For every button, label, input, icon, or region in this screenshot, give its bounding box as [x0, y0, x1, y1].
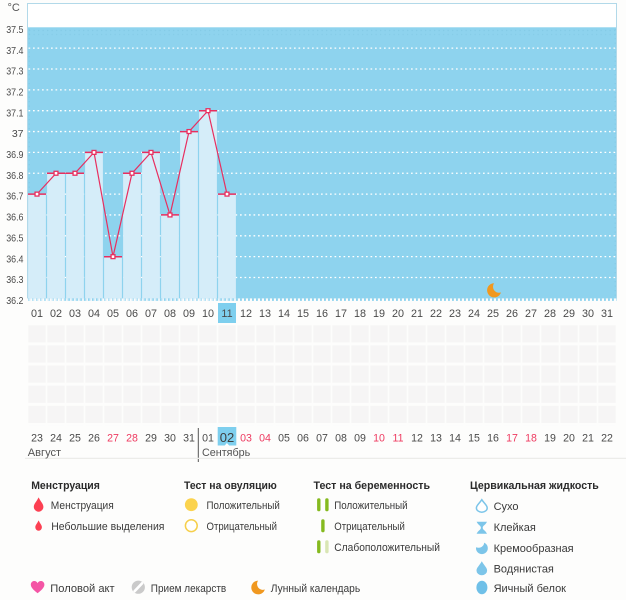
svg-text:18: 18 — [354, 308, 366, 320]
svg-text:23: 23 — [31, 432, 43, 444]
svg-text:16: 16 — [487, 432, 499, 444]
svg-text:26: 26 — [506, 308, 518, 320]
svg-text:17: 17 — [506, 432, 518, 444]
svg-text:14: 14 — [278, 308, 290, 320]
svg-text:Клейкая: Клейкая — [494, 522, 536, 534]
svg-text:05: 05 — [278, 432, 290, 444]
svg-text:04: 04 — [259, 432, 271, 444]
svg-text:36.5: 36.5 — [6, 232, 23, 244]
svg-text:13: 13 — [430, 432, 442, 444]
svg-text:01: 01 — [202, 432, 214, 444]
svg-text:Менструация: Менструация — [51, 500, 114, 512]
svg-text:36.8: 36.8 — [6, 170, 23, 182]
svg-text:21: 21 — [582, 432, 594, 444]
svg-text:15: 15 — [468, 432, 480, 444]
svg-text:27: 27 — [107, 432, 119, 444]
svg-text:02: 02 — [50, 308, 62, 320]
svg-text:Отрицательный: Отрицательный — [334, 521, 405, 533]
svg-text:05: 05 — [107, 308, 119, 320]
svg-text:Кремообразная: Кремообразная — [494, 543, 574, 555]
svg-text:29: 29 — [563, 308, 575, 320]
svg-text:09: 09 — [354, 432, 366, 444]
svg-text:09: 09 — [183, 308, 195, 320]
svg-text:Водянистая: Водянистая — [494, 564, 554, 576]
svg-text:17: 17 — [335, 308, 347, 320]
svg-text:12: 12 — [240, 308, 252, 320]
svg-text:36.9: 36.9 — [6, 149, 23, 161]
svg-text:03: 03 — [69, 308, 81, 320]
svg-text:19: 19 — [373, 308, 385, 320]
svg-text:Тест на овуляцию: Тест на овуляцию — [184, 480, 277, 492]
svg-text:06: 06 — [297, 432, 309, 444]
svg-text:36.6: 36.6 — [6, 212, 23, 224]
svg-text:27: 27 — [525, 308, 537, 320]
svg-text:22: 22 — [601, 432, 613, 444]
svg-text:36.3: 36.3 — [6, 274, 23, 286]
svg-text:24: 24 — [50, 432, 62, 444]
svg-text:21: 21 — [411, 308, 423, 320]
svg-text:Положительный: Положительный — [334, 500, 407, 512]
svg-text:28: 28 — [544, 308, 556, 320]
svg-text:36.4: 36.4 — [6, 253, 23, 265]
svg-text:23: 23 — [449, 308, 461, 320]
svg-text:25: 25 — [69, 432, 81, 444]
svg-text:02: 02 — [220, 430, 234, 445]
svg-text:11: 11 — [221, 308, 232, 320]
svg-text:28: 28 — [126, 432, 138, 444]
svg-text:16: 16 — [316, 308, 328, 320]
svg-text:20: 20 — [563, 432, 575, 444]
svg-text:31: 31 — [601, 308, 613, 320]
svg-text:06: 06 — [126, 308, 138, 320]
svg-text:29: 29 — [145, 432, 157, 444]
svg-text:07: 07 — [316, 432, 328, 444]
svg-text:22: 22 — [430, 308, 442, 320]
svg-text:08: 08 — [335, 432, 347, 444]
svg-text:19: 19 — [544, 432, 556, 444]
svg-text:24: 24 — [468, 308, 480, 320]
svg-text:08: 08 — [164, 308, 176, 320]
svg-text:Небольшие выделения: Небольшие выделения — [51, 521, 164, 533]
svg-text:01: 01 — [31, 308, 43, 320]
svg-text:°C: °C — [8, 2, 20, 14]
svg-text:Слабоположительный: Слабоположительный — [334, 542, 440, 554]
svg-text:Сентябрь: Сентябрь — [202, 447, 251, 459]
svg-text:Половой акт: Половой акт — [50, 583, 114, 595]
svg-text:14: 14 — [449, 432, 461, 444]
svg-text:30: 30 — [164, 432, 176, 444]
svg-text:Сухо: Сухо — [494, 501, 519, 513]
svg-text:03: 03 — [240, 432, 252, 444]
svg-text:Август: Август — [28, 447, 61, 459]
svg-text:Прием лекарств: Прием лекарств — [151, 583, 227, 595]
svg-text:Тест на беременность: Тест на беременность — [314, 480, 431, 492]
svg-text:37.4: 37.4 — [6, 45, 23, 57]
svg-text:10: 10 — [202, 308, 214, 320]
svg-text:13: 13 — [259, 308, 271, 320]
svg-text:Положительный: Положительный — [207, 500, 280, 512]
svg-text:18: 18 — [525, 432, 537, 444]
svg-text:37: 37 — [12, 128, 24, 140]
svg-text:Яичный белок: Яичный белок — [494, 583, 567, 595]
svg-text:31: 31 — [183, 432, 195, 444]
svg-text:12: 12 — [411, 432, 423, 444]
svg-text:10: 10 — [373, 432, 385, 444]
svg-text:37.3: 37.3 — [6, 66, 23, 78]
svg-text:20: 20 — [392, 308, 404, 320]
svg-text:04: 04 — [88, 308, 100, 320]
svg-text:37.1: 37.1 — [6, 107, 23, 119]
svg-text:30: 30 — [582, 308, 594, 320]
svg-text:37.2: 37.2 — [6, 87, 23, 99]
svg-text:25: 25 — [487, 308, 499, 320]
svg-text:Лунный календарь: Лунный календарь — [271, 583, 361, 595]
svg-text:Отрицательный: Отрицательный — [207, 521, 278, 533]
svg-text:26: 26 — [88, 432, 100, 444]
svg-text:15: 15 — [297, 308, 309, 320]
svg-text:36.2: 36.2 — [6, 295, 23, 307]
svg-text:07: 07 — [145, 308, 157, 320]
svg-text:Менструация: Менструация — [31, 480, 100, 492]
svg-text:Цервикальная жидкость: Цервикальная жидкость — [470, 480, 599, 492]
svg-text:11: 11 — [393, 432, 404, 444]
svg-text:37.5: 37.5 — [6, 24, 23, 36]
svg-text:36.7: 36.7 — [6, 191, 23, 203]
